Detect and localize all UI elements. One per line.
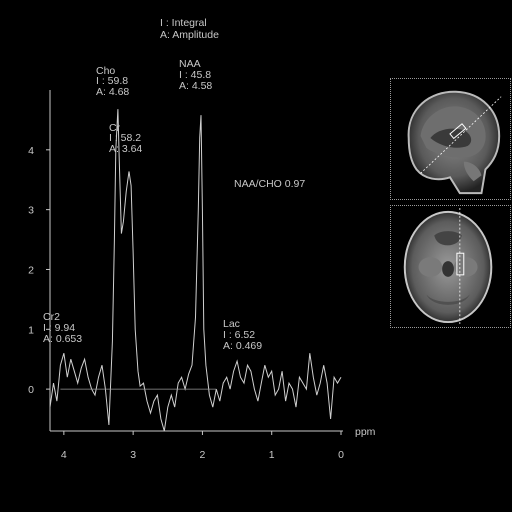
x-axis-label: ppm <box>355 426 376 438</box>
y-tick-label: 1 <box>28 324 34 336</box>
peak-amplitude: A: 4.68 <box>96 86 129 98</box>
peak-amplitude: A: 0.469 <box>223 340 262 352</box>
y-tick-label: 0 <box>28 384 34 396</box>
peak-amplitude: A: 0.653 <box>43 333 82 345</box>
peak-label-lac: Lac I : 6.52 A: 0.469 <box>223 318 262 352</box>
naa-cho-ratio: NAA/CHO 0.97 <box>234 178 305 190</box>
peak-label-cr2: Cr2 I : 9.94 A: 0.653 <box>43 311 82 345</box>
axis-ticks: 4 3 2 1 0 0 1 2 3 4 <box>28 145 344 461</box>
legend-integral: I : Integral <box>160 17 207 29</box>
peak-amplitude: A: 3.64 <box>109 143 142 155</box>
sagittal-mri-thumbnail[interactable] <box>390 78 511 200</box>
peak-label-cr: Cr I : 58.2 A: 3.64 <box>109 122 142 155</box>
x-tick-label: 4 <box>61 449 67 461</box>
axial-brain-image <box>391 206 510 327</box>
peak-label-naa: NAA I : 45.8 A: 4.58 <box>179 58 212 92</box>
y-tick-label: 2 <box>28 264 34 276</box>
x-tick-label: 2 <box>200 449 206 461</box>
legend-amplitude: A: Amplitude <box>160 29 219 41</box>
peak-label-cho: Cho I : 59.8 A: 4.68 <box>96 65 129 98</box>
spectrum-line <box>50 109 341 431</box>
x-tick-label: 3 <box>130 449 136 461</box>
x-tick-label: 1 <box>269 449 275 461</box>
axial-mri-thumbnail[interactable] <box>390 205 511 328</box>
peak-amplitude: A: 4.58 <box>179 80 212 92</box>
x-tick-label: 0 <box>338 449 344 461</box>
sagittal-brain-image <box>391 79 510 199</box>
y-tick-label: 4 <box>28 145 34 157</box>
y-tick-label: 3 <box>28 205 34 217</box>
